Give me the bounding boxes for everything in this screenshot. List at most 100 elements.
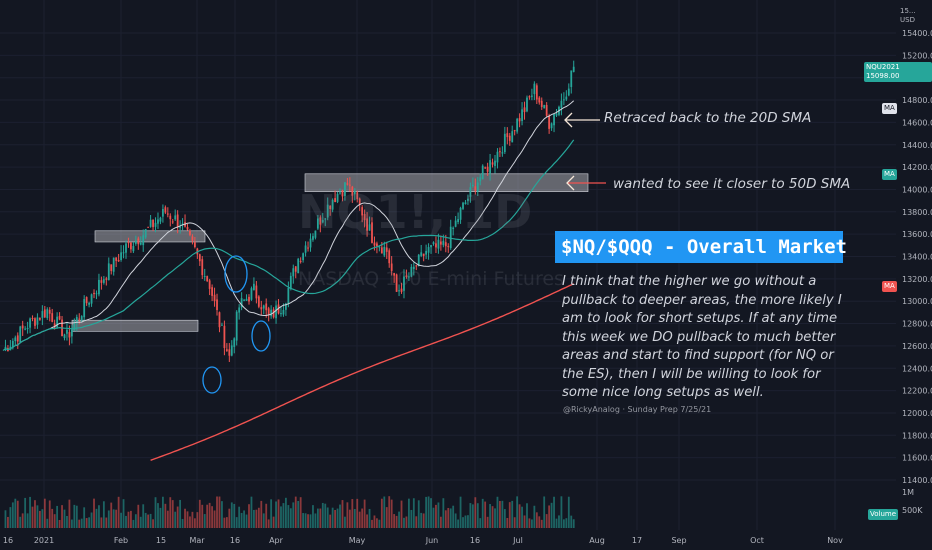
candle-body bbox=[53, 323, 56, 328]
candle-body bbox=[516, 118, 519, 132]
candle-body bbox=[36, 317, 39, 325]
volume-bar bbox=[471, 504, 474, 528]
candle-body bbox=[481, 165, 484, 180]
volume-bar bbox=[479, 518, 482, 528]
volume-bar bbox=[51, 508, 54, 528]
volume-bar bbox=[344, 516, 346, 528]
volume-bar bbox=[152, 519, 154, 528]
currency-label[interactable]: 15... USD bbox=[898, 6, 932, 26]
candle-body bbox=[506, 133, 509, 138]
candle-body bbox=[257, 296, 260, 307]
candle-body bbox=[142, 235, 145, 246]
retrace-arrow-head bbox=[564, 112, 573, 128]
candle-body bbox=[545, 104, 548, 116]
volume-bar bbox=[216, 496, 218, 528]
volume-bar bbox=[61, 505, 63, 528]
volume-bar bbox=[122, 499, 125, 528]
candle-body bbox=[390, 263, 393, 271]
volume-bar bbox=[115, 509, 118, 528]
price-tick: 12200.00 bbox=[902, 387, 932, 396]
time-tick: 2021 bbox=[34, 536, 54, 545]
volume-bar bbox=[494, 508, 496, 528]
price-tick: 15200.00 bbox=[902, 51, 932, 60]
volume-bar bbox=[506, 517, 509, 528]
volume-bar bbox=[105, 517, 108, 528]
volume-bar bbox=[314, 513, 317, 528]
candle-body bbox=[503, 133, 506, 153]
candle-body bbox=[457, 219, 459, 223]
volume-bar bbox=[58, 519, 61, 528]
volume-bar bbox=[516, 496, 519, 528]
volume-bar bbox=[225, 517, 228, 528]
candle-body bbox=[420, 252, 423, 256]
volume-bar bbox=[272, 516, 275, 528]
volume-bar bbox=[267, 519, 270, 528]
price-tick: 14600.00 bbox=[902, 118, 932, 127]
volume-bar bbox=[309, 514, 312, 528]
price-tick: 14000.00 bbox=[902, 185, 932, 194]
candle-body bbox=[21, 325, 24, 329]
candle-body bbox=[474, 186, 477, 191]
volume-bar bbox=[385, 507, 388, 528]
volume-bar bbox=[19, 516, 22, 528]
volume-bar bbox=[66, 515, 68, 528]
candle-body bbox=[112, 257, 115, 272]
volume-bar bbox=[262, 513, 265, 528]
candle-body bbox=[415, 265, 418, 267]
volume-bar bbox=[257, 507, 260, 528]
candle-body bbox=[127, 242, 130, 244]
volume-bar bbox=[100, 517, 103, 528]
volume-bar bbox=[408, 498, 410, 528]
candle-body bbox=[422, 253, 425, 256]
volume-bar bbox=[511, 500, 514, 528]
candle-body bbox=[462, 202, 464, 209]
candle-body bbox=[533, 83, 536, 95]
candle-body bbox=[70, 329, 73, 337]
candle-body bbox=[198, 254, 201, 262]
volume-bar bbox=[198, 499, 201, 528]
volume-bar bbox=[348, 509, 351, 528]
volume-bar bbox=[63, 509, 66, 528]
volume-bar bbox=[9, 507, 12, 528]
volume-bar bbox=[558, 515, 560, 528]
candle-body bbox=[351, 186, 354, 196]
candle-body bbox=[221, 324, 223, 326]
volume-bar bbox=[43, 498, 46, 528]
volume-bar bbox=[184, 508, 186, 528]
volume-bar bbox=[417, 500, 420, 528]
candle-body bbox=[535, 85, 538, 100]
annotation-arrows bbox=[564, 112, 606, 191]
ma200-tag: MA bbox=[882, 281, 897, 292]
candle-body bbox=[452, 227, 455, 229]
volume-bar bbox=[324, 503, 327, 528]
volume-tick: 1M bbox=[902, 488, 914, 497]
candle-body bbox=[98, 279, 100, 295]
candle-body bbox=[331, 199, 334, 210]
candle-body bbox=[368, 224, 371, 231]
volume-bar bbox=[218, 496, 221, 528]
candle-body bbox=[213, 294, 216, 302]
price-tick: 12000.00 bbox=[902, 409, 932, 418]
price-tick: 12400.00 bbox=[902, 364, 932, 373]
candle-body bbox=[454, 220, 457, 227]
candle-body bbox=[68, 332, 71, 338]
idea-headline: $NQ/$QQQ - Overall Market bbox=[555, 231, 847, 263]
candle-body bbox=[383, 246, 386, 256]
candle-body bbox=[144, 229, 147, 238]
price-axis[interactable]: 15400.0015200.0015000.0014800.0014600.00… bbox=[902, 29, 932, 515]
volume-bar bbox=[454, 513, 457, 528]
candle-body bbox=[48, 309, 51, 314]
candle-body bbox=[464, 202, 467, 205]
volume-bar bbox=[277, 499, 280, 528]
time-axis[interactable]: 16 2021 Feb 15 Mar 16 Apr May Jun 16 Jul Aug 17 Sep Oc… bbox=[3, 536, 843, 545]
volume-bar bbox=[334, 509, 336, 528]
candle-body bbox=[93, 292, 95, 295]
volume-bar bbox=[329, 514, 332, 528]
volume-bar bbox=[223, 517, 226, 528]
candle-body bbox=[447, 246, 450, 248]
volume-bar bbox=[139, 516, 142, 528]
candle-body bbox=[358, 198, 361, 205]
candle-body bbox=[491, 162, 494, 165]
candle-body bbox=[439, 241, 442, 245]
